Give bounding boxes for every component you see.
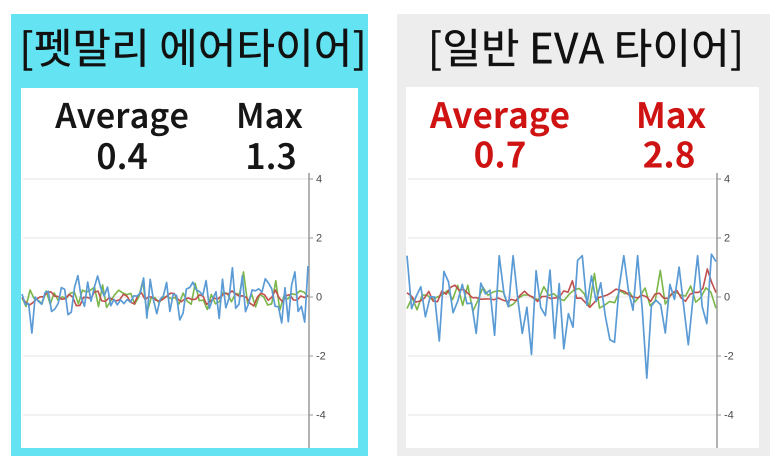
svg-text:-2: -2: [724, 351, 734, 363]
svg-text:2: 2: [316, 233, 322, 245]
svg-text:0: 0: [724, 292, 730, 304]
svg-text:4: 4: [724, 174, 730, 186]
svg-text:-2: -2: [316, 351, 326, 363]
svg-text:4: 4: [316, 174, 322, 186]
svg-text:-4: -4: [724, 410, 734, 422]
svg-text:-4: -4: [316, 410, 326, 422]
svg-text:2: 2: [724, 233, 730, 245]
svg-text:0: 0: [316, 292, 322, 304]
